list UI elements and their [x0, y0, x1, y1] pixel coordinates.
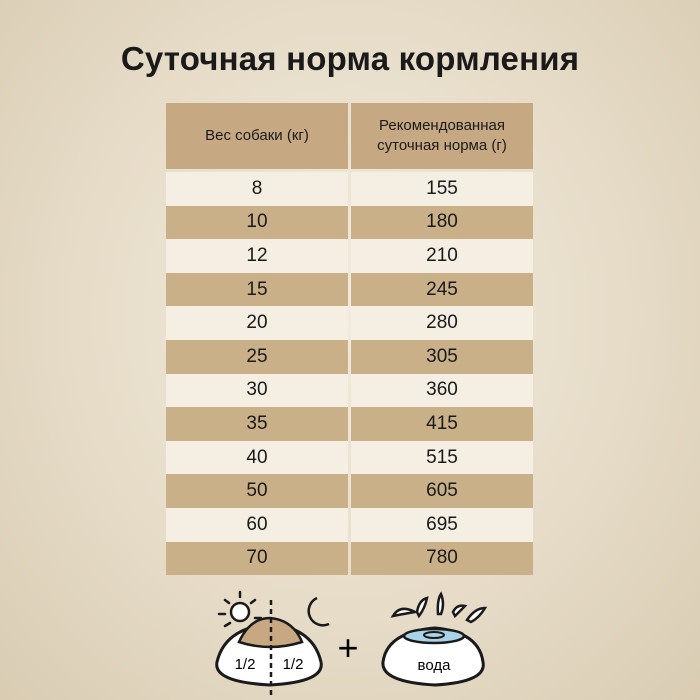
table-row: 35 415	[166, 407, 533, 441]
table-row: 10 180	[166, 205, 533, 240]
page-title: Суточная норма кормления	[120, 40, 580, 77]
weight-cell: 15	[166, 272, 348, 307]
sun-icon	[217, 590, 263, 628]
half-right-label: 1/2	[283, 656, 304, 673]
weight-cell: 30	[166, 373, 348, 408]
weight-cell: 8	[166, 172, 348, 206]
weight-cell: 12	[166, 239, 348, 273]
weight-cell: 10	[166, 205, 348, 240]
moon-icon	[307, 596, 330, 627]
plus-sign: +	[337, 627, 358, 668]
table-row: 70 780	[166, 541, 533, 576]
norm-cell: 415	[351, 407, 533, 441]
table-row: 60 695	[166, 507, 533, 542]
water-label: вода	[418, 657, 452, 674]
norm-cell: 210	[351, 239, 533, 273]
norm-cell: 695	[351, 507, 533, 542]
table-row: 25 305	[166, 339, 533, 374]
norm-cell: 305	[351, 339, 533, 374]
table-row: 50 605	[166, 474, 533, 508]
food-bowl-icon: 1/2 1/2	[215, 600, 323, 698]
table-row: 30 360	[166, 373, 533, 408]
weight-cell: 20	[166, 306, 348, 340]
half-left-label: 1/2	[235, 656, 256, 673]
feeding-instructions: 1/2 1/2 + вода	[215, 590, 488, 698]
norm-cell: 605	[351, 474, 533, 508]
norm-cell: 360	[351, 373, 533, 408]
table-row: 40 515	[166, 440, 533, 475]
weight-cell: 70	[166, 541, 348, 576]
norm-cell: 245	[351, 272, 533, 307]
norm-cell: 780	[351, 541, 533, 576]
table-row: 20 280	[166, 306, 533, 340]
norm-cell: 280	[351, 306, 533, 340]
weight-cell: 35	[166, 407, 348, 441]
header-weight: Вес собаки (кг)	[166, 103, 348, 169]
norm-cell: 180	[351, 205, 533, 240]
weight-cell: 25	[166, 339, 348, 374]
table-row: 8 155	[166, 172, 533, 206]
table-body: 8 155 10 180 12 210 15 245 20 280 25 305 30 360 35 415 4…	[166, 172, 533, 576]
feeding-table: Вес собаки (кг) Рекомендованная суточная…	[166, 103, 533, 576]
norm-cell: 155	[351, 172, 533, 206]
weight-cell: 40	[166, 440, 348, 475]
weight-cell: 50	[166, 474, 348, 508]
weight-cell: 60	[166, 507, 348, 542]
table-row: 12 210	[166, 239, 533, 273]
header-norm: Рекомендованная суточная норма (г)	[351, 103, 533, 169]
table-header: Вес собаки (кг) Рекомендованная суточная…	[166, 103, 533, 172]
table-row: 15 245	[166, 272, 533, 307]
water-splash-icon	[390, 591, 488, 624]
norm-cell: 515	[351, 440, 533, 475]
water-bowl-icon: вода	[381, 591, 488, 687]
